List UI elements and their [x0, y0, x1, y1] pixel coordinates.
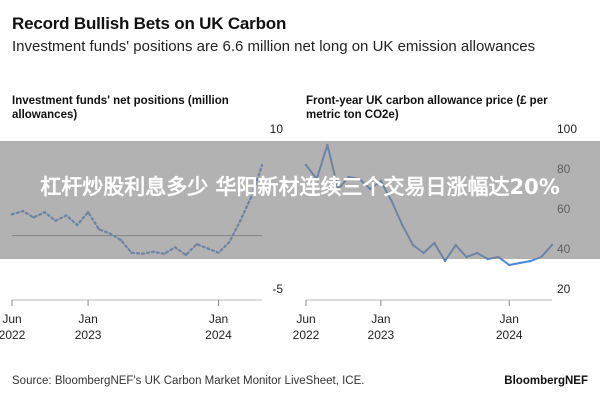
left-panel-title: Investment funds' net positions (million… [12, 95, 229, 121]
y-tick-label: -5 [272, 282, 283, 296]
x-tick-label: Jan [209, 312, 228, 326]
x-tick-label: 2022 [0, 328, 26, 342]
x-tick-label: Jan [500, 312, 519, 326]
x-tick-label: Jan [78, 312, 97, 326]
x-tick-label: Jun [296, 312, 315, 326]
data-point [518, 261, 522, 265]
x-tick-label: Jan [371, 312, 390, 326]
right-panel-title: Front-year UK carbon allowance price (£ … [306, 95, 548, 121]
overlay-banner-text: 杠杆炒股利息多少 华阳新材连续三个交易日涨幅达20% [40, 175, 560, 199]
x-tick-label: 2023 [368, 328, 395, 342]
x-tick-label: Jun [2, 312, 21, 326]
data-point [443, 259, 447, 263]
brand-logo-text: BloombergNEF [504, 375, 588, 387]
source-note: Source: BloombergNEF's UK Carbon Market … [12, 375, 365, 387]
chart-title: Record Bullish Bets on UK Carbon [12, 14, 287, 33]
y-tick-label: 10 [270, 122, 284, 136]
data-point [508, 263, 511, 267]
x-tick-label: 2023 [75, 328, 102, 342]
data-point [529, 259, 532, 263]
overlay-banner [0, 141, 600, 259]
x-tick-label: 2022 [293, 328, 320, 342]
x-tick-label: 2024 [496, 328, 523, 342]
y-tick-label: 100 [557, 122, 577, 136]
y-tick-label: 20 [557, 282, 571, 296]
chart-subtitle: Investment funds' positions are 6.6 mill… [12, 38, 536, 55]
x-tick-label: 2024 [205, 328, 232, 342]
